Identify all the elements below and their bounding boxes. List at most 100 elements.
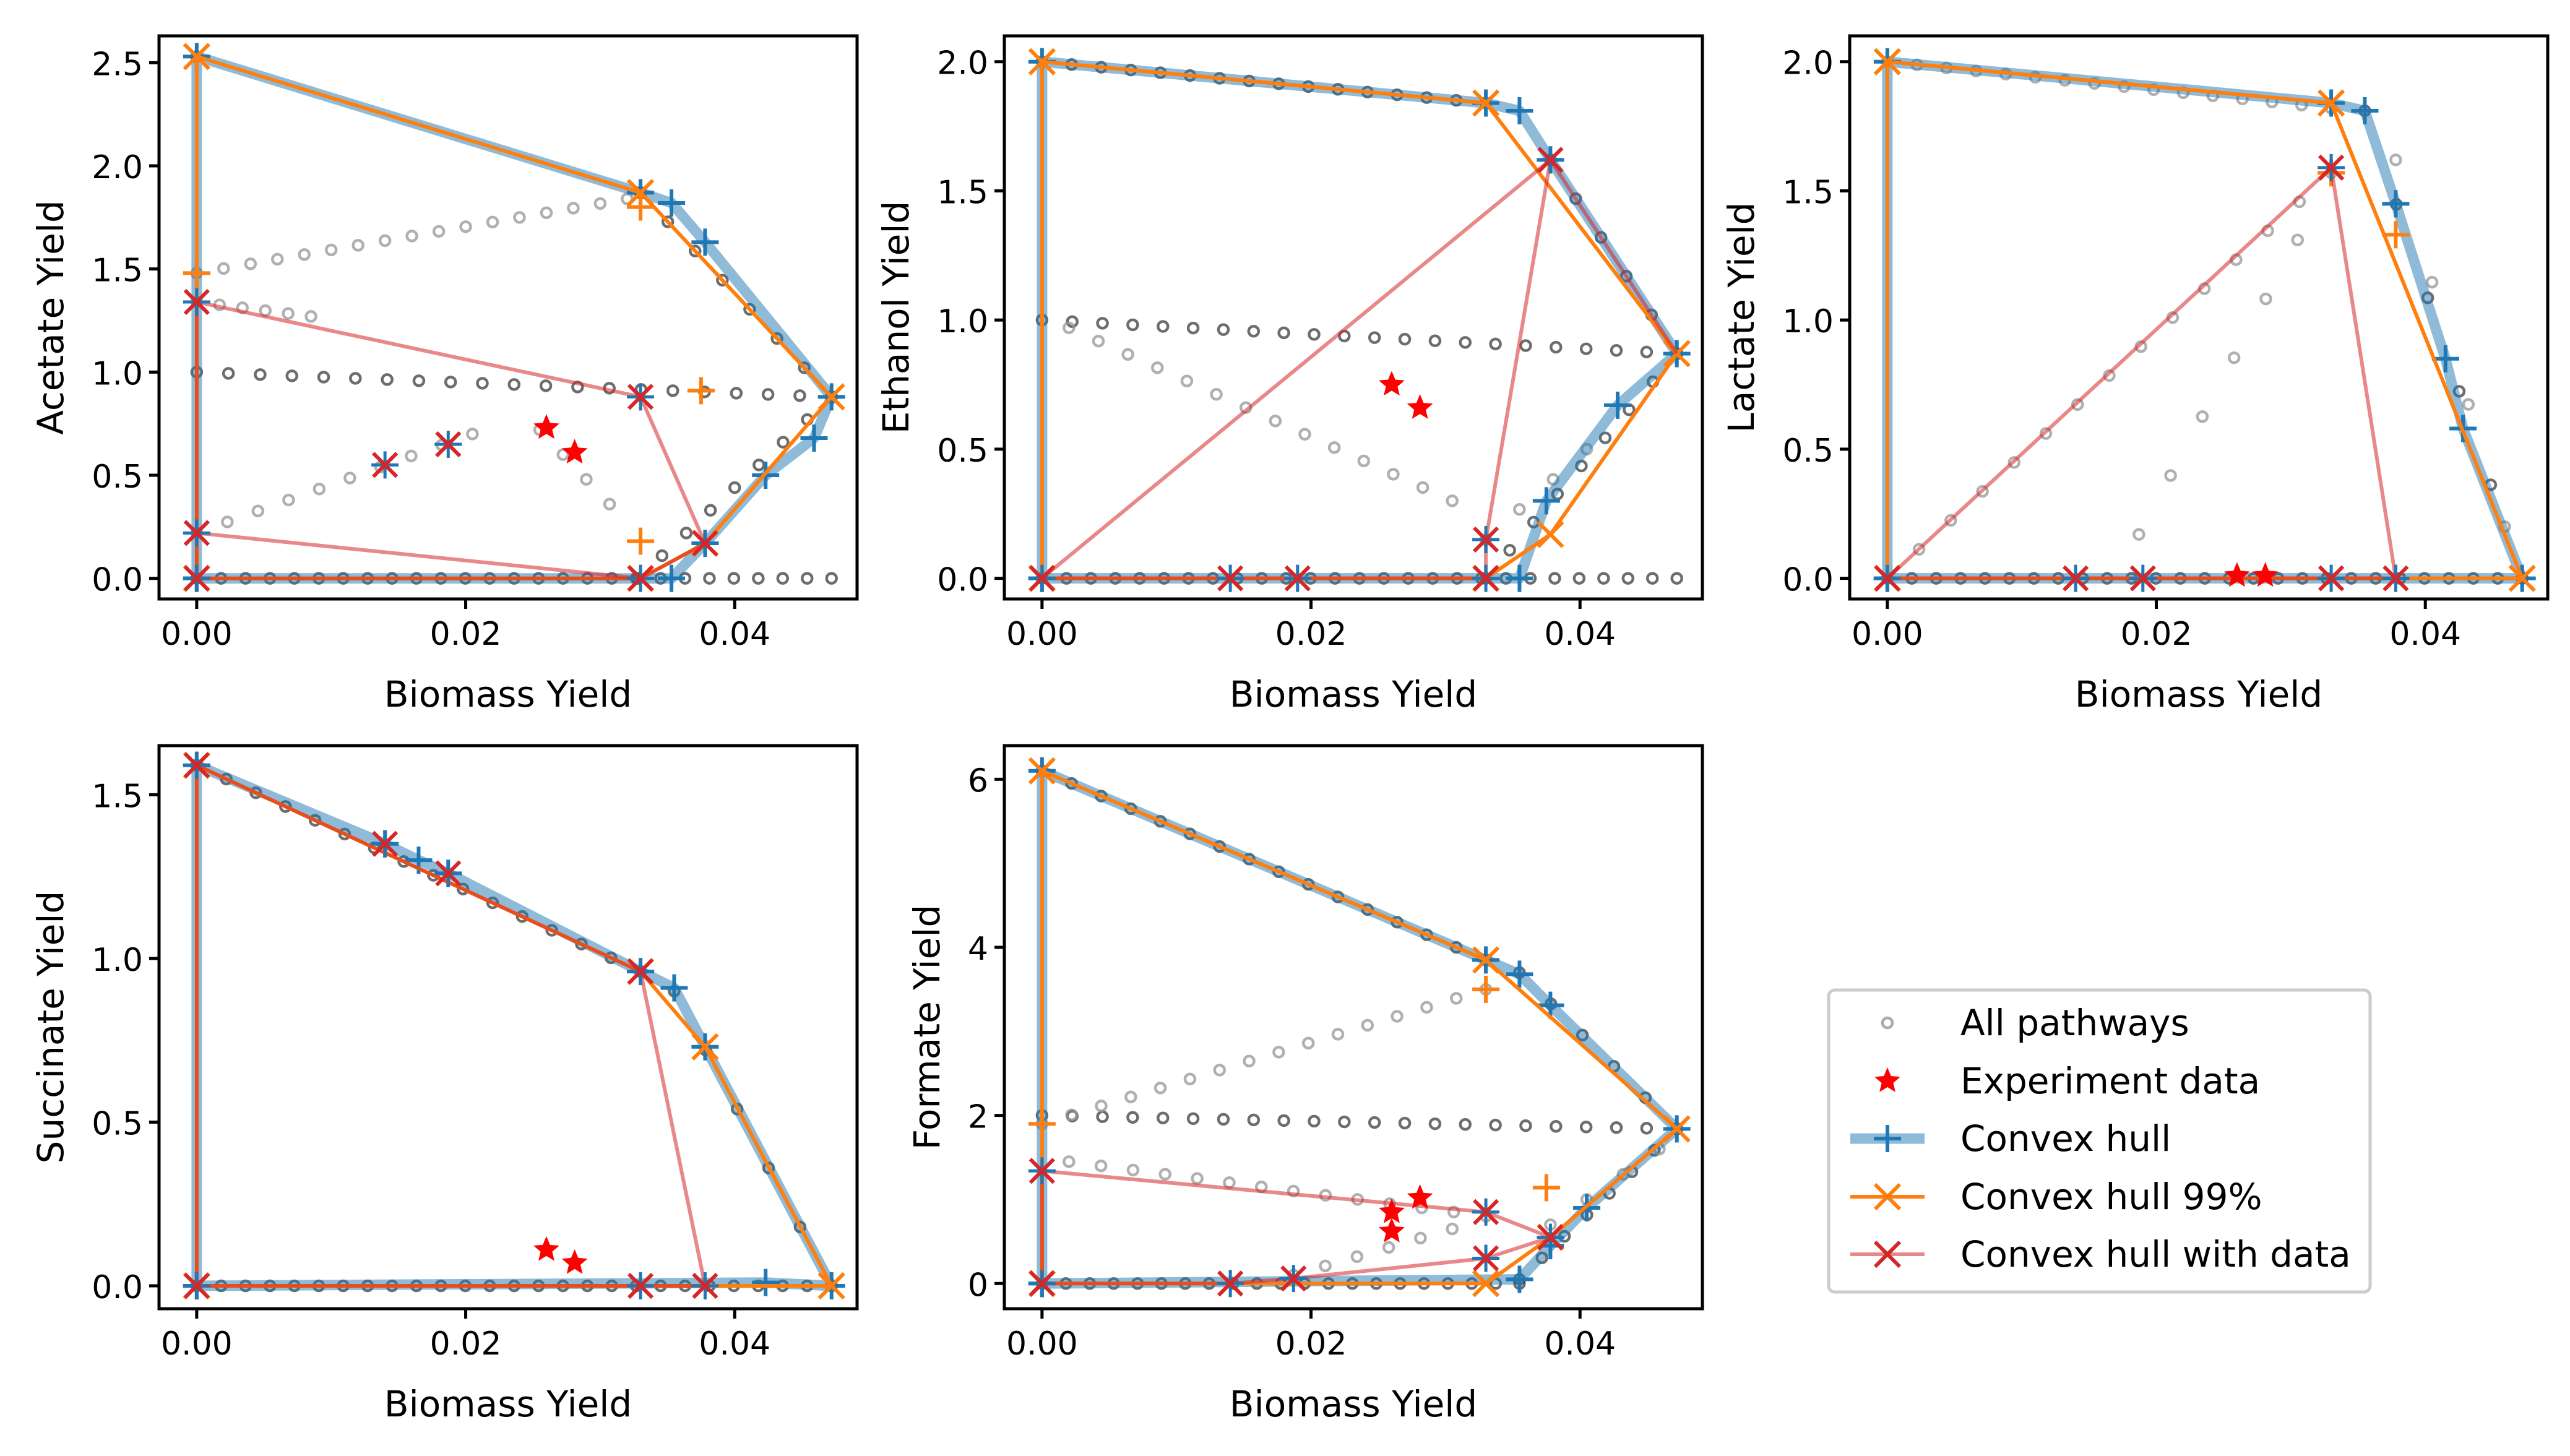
x-axis-label: Biomass Yield xyxy=(1230,673,1477,715)
pathway-point xyxy=(1428,1117,1442,1131)
pathway-point xyxy=(476,377,489,390)
pathway-point xyxy=(2132,528,2145,541)
convex-hull-data-marker xyxy=(2129,565,2156,592)
legend-swatch-pathways xyxy=(1881,1016,1894,1030)
axes-frame xyxy=(1003,34,1704,601)
y-tick-label: 2.0 xyxy=(92,149,143,186)
subplot-ethanol: 0.0 0.5 1.0 1.5 2.0 0.00 0.02 0.04 Biomass Yie… xyxy=(875,34,1704,715)
legend-label-pathways: All pathways xyxy=(1960,1002,2189,1044)
convex-hull-99-marker xyxy=(2382,221,2410,249)
pathway-point xyxy=(1579,1120,1593,1134)
x-axis-label: Biomass Yield xyxy=(384,1383,632,1425)
experiment-point xyxy=(1407,394,1433,419)
pathway-point xyxy=(1186,1112,1200,1126)
experiment-point xyxy=(1379,371,1405,396)
pathway-point xyxy=(1096,1110,1109,1123)
pathway-point xyxy=(1489,1118,1502,1132)
y-tick-label: 2.0 xyxy=(937,45,988,82)
convex-hull-99-marker xyxy=(1028,1110,1056,1138)
pathway-point xyxy=(1210,388,1223,401)
x-tick-label: 0.04 xyxy=(699,1325,770,1363)
x-ticks: 0.00 0.02 0.04 xyxy=(161,599,770,653)
pathway-point xyxy=(1519,339,1532,352)
pathway-point xyxy=(2291,233,2304,247)
pathway-point xyxy=(1066,315,1079,329)
marks xyxy=(183,43,845,592)
convex-hull-marker xyxy=(1506,1265,1533,1293)
pathway-point xyxy=(1094,1159,1108,1173)
convex-hull-data-marker xyxy=(1472,1199,1499,1225)
convex-hull-marker xyxy=(2351,97,2379,125)
convex-hull-data-marker xyxy=(435,860,462,887)
pathway-point xyxy=(1513,503,1526,516)
pathway-point xyxy=(730,387,743,400)
convex-hull-99-line xyxy=(194,763,834,1288)
pathway-point xyxy=(254,368,267,381)
pathway-point xyxy=(1610,344,1623,357)
convex-hull-data-marker xyxy=(1472,565,1499,592)
pathway-point xyxy=(2007,456,2021,469)
pathway-point xyxy=(1277,326,1290,340)
y-ticks: 0.0 0.5 1.0 1.5 2.0 xyxy=(937,45,1004,599)
pathway-point xyxy=(777,436,790,449)
experiment-point xyxy=(2224,562,2250,587)
pathway-point xyxy=(282,307,295,320)
convex-hull-data-marker xyxy=(372,830,399,857)
pathway-point xyxy=(1269,415,1282,428)
pathway-point xyxy=(1368,1116,1381,1129)
convex-hull-data-line xyxy=(1041,159,1553,580)
x-tick-label: 0.00 xyxy=(161,616,233,653)
y-tick-label: 0.5 xyxy=(1782,433,1834,470)
convex-hull-data-marker xyxy=(692,1272,718,1299)
pathway-point xyxy=(2227,351,2241,364)
pathway-point xyxy=(655,549,669,562)
convex-hull-data-marker xyxy=(1217,565,1244,592)
convex-hull-99-line xyxy=(1885,59,2524,580)
pathway-point xyxy=(486,215,499,229)
convex-hull-99-marker xyxy=(817,1272,845,1300)
pathway-point xyxy=(1301,1036,1315,1050)
pathway-point xyxy=(1151,361,1164,374)
pathway-point xyxy=(776,572,790,585)
pathway-point xyxy=(1277,1114,1290,1127)
convex-hull-99-marker xyxy=(1028,48,1056,75)
pathway-point xyxy=(1092,334,1105,348)
pathway-point xyxy=(666,384,679,397)
x-tick-label: 0.02 xyxy=(1275,616,1347,653)
pathway-point xyxy=(313,482,326,496)
pathway-point xyxy=(1398,332,1412,346)
pathway-point xyxy=(1610,1121,1623,1134)
legend: All pathways Experiment data Convex hull… xyxy=(1827,988,2372,1294)
convex-hull-data-marker xyxy=(1537,1224,1564,1251)
y-axis-label: Succinate Yield xyxy=(30,891,72,1164)
convex-hull-marker xyxy=(752,1269,780,1296)
pathway-point xyxy=(507,378,521,391)
pathway-point xyxy=(2259,292,2272,306)
pathway-point xyxy=(1157,1111,1170,1125)
pathway-point xyxy=(1428,334,1442,348)
convex-hull-data-marker xyxy=(183,520,210,546)
convex-hull-marker xyxy=(660,974,688,1002)
pathway-point xyxy=(752,459,765,472)
convex-hull-data-marker xyxy=(1028,565,1055,592)
experiment-point xyxy=(561,439,588,464)
pathway-point xyxy=(444,376,457,389)
experiment-point xyxy=(1379,1198,1405,1223)
convex-hull-data-marker xyxy=(372,452,399,478)
swatch-dot xyxy=(1881,1016,1894,1030)
pathway-point xyxy=(2196,410,2209,423)
pathway-point xyxy=(343,472,356,485)
x-ticks: 0.00 0.02 0.04 xyxy=(1852,599,2461,653)
pathway-point xyxy=(1308,1114,1321,1128)
x-ticks: 0.00 0.02 0.04 xyxy=(1006,1309,1616,1363)
y-tick-label: 4 xyxy=(968,931,988,968)
convex-hull-marker xyxy=(1506,564,1533,592)
pathway-point xyxy=(2164,469,2177,482)
x-tick-label: 0.02 xyxy=(430,616,502,653)
pathway-point xyxy=(1350,1250,1364,1264)
pathway-point xyxy=(304,310,317,323)
legend-frame xyxy=(1827,988,2372,1294)
pathway-point xyxy=(1572,572,1586,585)
subplot-succinate: 0.00.51.01.5 0.00 0.02 0.04 Biomass Yield … xyxy=(30,744,859,1425)
convex-hull-marker xyxy=(658,189,686,217)
